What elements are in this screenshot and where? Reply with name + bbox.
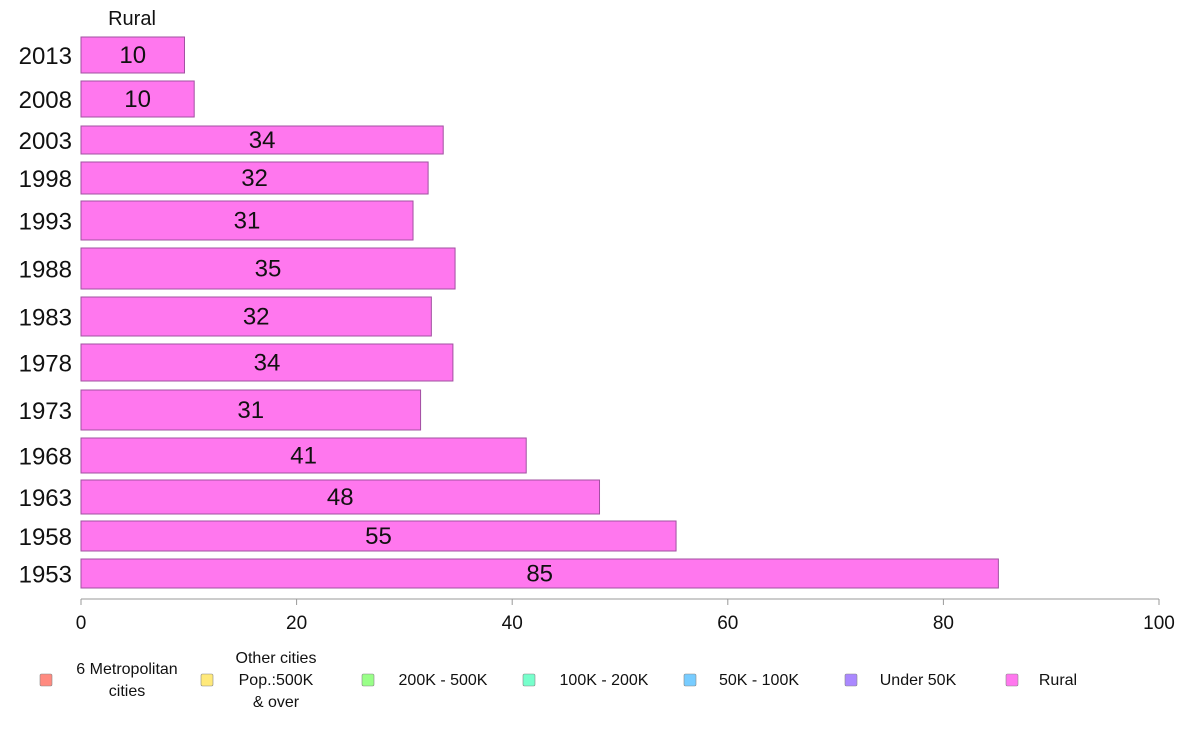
bar-value-label-1983: 32	[243, 304, 270, 331]
legend-swatch-5	[844, 673, 858, 687]
category-label-1963: 1963	[19, 485, 72, 512]
category-label-1968: 1968	[19, 444, 72, 471]
category-label-1973: 1973	[19, 398, 72, 425]
category-label-1978: 1978	[19, 351, 72, 378]
bar-1968	[80, 437, 527, 474]
x-tick-label-0: 0	[76, 613, 87, 634]
legend-label-5-line-0: Under 50K	[880, 672, 957, 689]
x-axis: 0 20 40 60 80 100	[76, 598, 1175, 634]
bar-value-label-1973: 31	[237, 397, 264, 424]
category-label-1953: 1953	[19, 562, 72, 589]
bar-value-label-1963: 48	[327, 484, 354, 511]
legend-label-0-line-1: cities	[109, 683, 145, 700]
bar-1998	[80, 161, 429, 195]
bars-group: 10 2013 10 2008 34 2003 32 1998 31 1993 35 1988 32 19…	[19, 36, 999, 589]
legend-label-3-line-0: 100K - 200K	[560, 672, 649, 689]
x-tick-label-20: 20	[286, 613, 307, 634]
bar-value-label-1953: 85	[526, 561, 553, 588]
bar-value-label-1993: 31	[234, 208, 261, 235]
bar-1988	[80, 247, 456, 290]
legend-label-4-line-0: 50K - 100K	[719, 672, 799, 689]
x-tick-label-80: 80	[933, 613, 954, 634]
category-label-2003: 2003	[19, 128, 72, 155]
category-label-1958: 1958	[19, 524, 72, 551]
series-title: Rural	[108, 8, 156, 30]
category-label-2013: 2013	[19, 43, 72, 70]
bar-2003	[80, 125, 444, 155]
x-tick-label-100: 100	[1143, 613, 1175, 634]
legend-swatch-0	[39, 673, 53, 687]
legend-swatch-4	[683, 673, 697, 687]
bar-value-label-1998: 32	[241, 165, 268, 192]
bar-value-label-1978: 34	[254, 350, 281, 377]
bar-value-label-1968: 41	[290, 443, 317, 470]
legend-label-1-line-1: Pop.:500K	[239, 672, 314, 689]
bar-2013	[80, 36, 185, 74]
legend-label-6-line-0: Rural	[1039, 672, 1077, 689]
legend-label-2-line-0: 200K - 500K	[399, 672, 488, 689]
category-label-1983: 1983	[19, 305, 72, 332]
category-label-2008: 2008	[19, 87, 72, 114]
category-label-1988: 1988	[19, 257, 72, 284]
bar-value-label-1958: 55	[365, 523, 392, 550]
x-tick-label-60: 60	[717, 613, 738, 634]
bar-value-label-2013: 10	[119, 42, 146, 69]
legend: 6 Metropolitan cities Other cities Pop.:500…	[39, 650, 1077, 711]
bar-value-label-2008: 10	[124, 86, 151, 113]
bar-1953	[80, 558, 999, 589]
legend-swatch-3	[522, 673, 536, 687]
legend-label-1-line-2: & over	[253, 694, 300, 711]
bar-1983	[80, 296, 432, 337]
x-tick-label-40: 40	[502, 613, 523, 634]
legend-swatch-1	[200, 673, 214, 687]
legend-swatch-2	[361, 673, 375, 687]
bar-1958	[80, 520, 677, 552]
bar-1978	[80, 343, 454, 382]
legend-label-1-line-0: Other cities	[236, 650, 317, 667]
bar-1963	[80, 479, 601, 515]
bar-1993	[80, 200, 414, 241]
legend-label-0-line-0: 6 Metropolitan	[76, 661, 177, 678]
legend-swatch-6	[1005, 673, 1019, 687]
bar-1973	[80, 389, 422, 431]
category-label-1993: 1993	[19, 209, 72, 236]
bar-2008	[80, 80, 195, 118]
category-label-1998: 1998	[19, 166, 72, 193]
bar-value-label-2003: 34	[249, 127, 276, 154]
bar-value-label-1988: 35	[255, 256, 282, 283]
